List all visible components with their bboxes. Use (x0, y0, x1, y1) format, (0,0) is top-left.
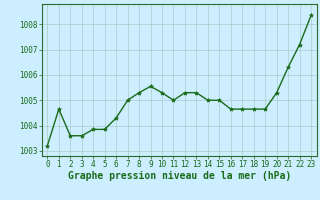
X-axis label: Graphe pression niveau de la mer (hPa): Graphe pression niveau de la mer (hPa) (68, 171, 291, 181)
